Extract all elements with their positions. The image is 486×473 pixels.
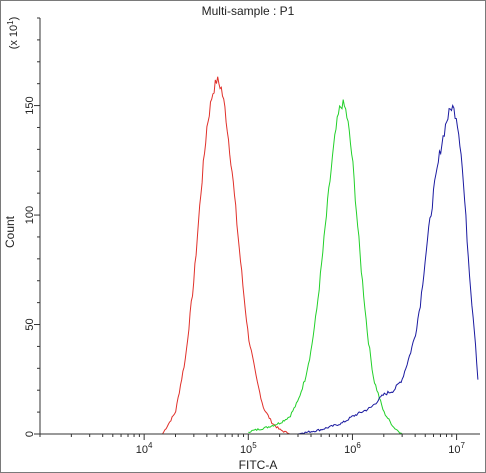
y-tick-label: 0 (24, 431, 36, 437)
series-2-line (248, 99, 403, 435)
x-ticks-group: 104 105 106 107 (39, 434, 465, 456)
y-multiplier-label: (x 101) (6, 17, 20, 50)
x-tick-label: 106 (344, 441, 361, 456)
chart-title: Multi-sample : P1 (202, 4, 295, 18)
x-tick-label: 104 (136, 441, 153, 456)
x-tick-label: 107 (448, 441, 465, 456)
y-tick-label: 50 (24, 318, 36, 330)
y-axis-label: Count (3, 215, 17, 248)
series-1-line (162, 76, 290, 435)
y-ticks-group: 0 50 100 150 (24, 17, 40, 437)
series-3-line (297, 104, 479, 435)
series-group (162, 76, 479, 435)
y-tick-label: 100 (24, 206, 36, 224)
y-tick-label: 150 (24, 96, 36, 114)
x-axis-label: FITC-A (239, 458, 278, 472)
x-tick-label: 105 (240, 441, 257, 456)
